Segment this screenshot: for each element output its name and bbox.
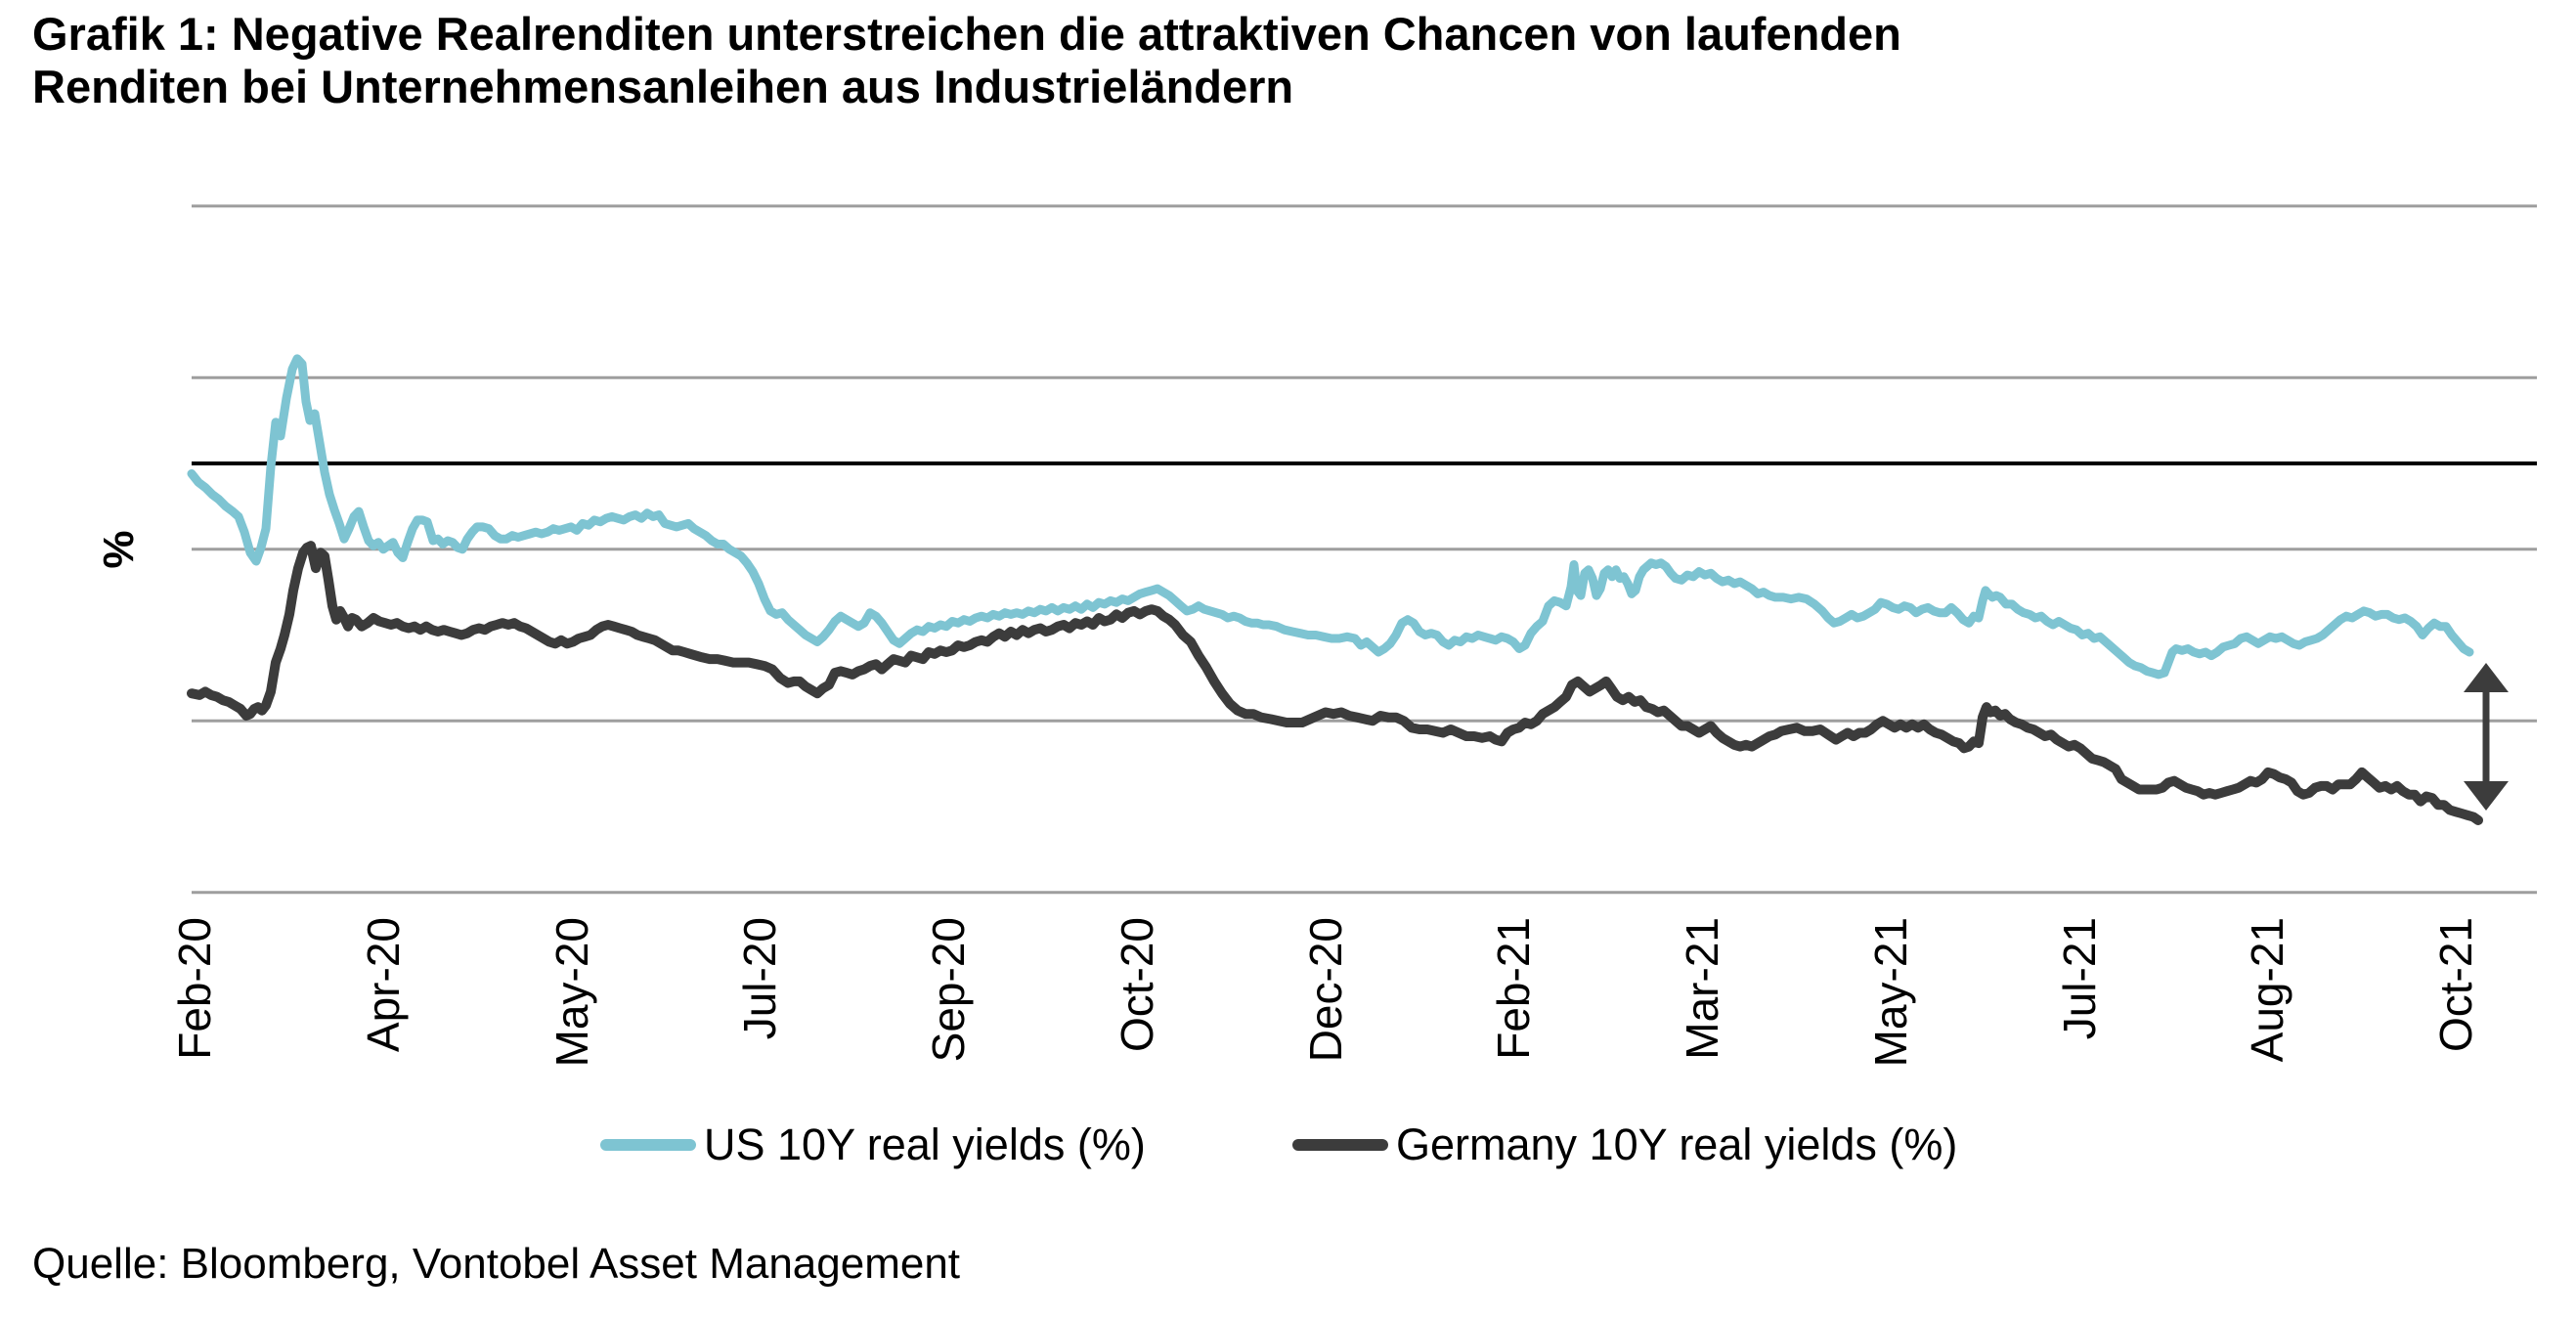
x-tick-label: May-21 <box>1864 917 1916 1068</box>
x-tick-label: Apr-20 <box>357 917 409 1053</box>
x-tick-label: Mar-21 <box>1677 917 1727 1060</box>
us-line-swatch-icon <box>600 1139 696 1151</box>
x-tick-label: Jul-21 <box>2053 917 2105 1040</box>
germany-series-line <box>187 541 2483 825</box>
x-tick-label: Feb-20 <box>169 917 220 1060</box>
x-tick-label: Oct-20 <box>1111 917 1162 1053</box>
legend-item-germany: Germany 10Y real yields (%) <box>1292 1118 1957 1172</box>
source-attribution: Quelle: Bloomberg, Vontobel Asset Manage… <box>32 1240 961 1288</box>
x-tick-label: Oct-21 <box>2430 917 2481 1053</box>
yield-gap-arrow-icon <box>2464 663 2509 811</box>
chart-title-line-1: Grafik 1: Negative Realrenditen unterstr… <box>32 8 1901 60</box>
us-series-line <box>187 354 2474 680</box>
legend-label-germany: Germany 10Y real yields (%) <box>1396 1119 1958 1169</box>
x-tick-label: Feb-21 <box>1488 917 1540 1060</box>
y-axis-label: % <box>95 530 143 569</box>
germany-line-swatch-icon <box>1292 1139 1388 1151</box>
legend-label-us: US 10Y real yields (%) <box>704 1119 1146 1169</box>
x-tick-label: Sep-20 <box>923 917 974 1063</box>
x-tick-label: Dec-20 <box>1299 917 1351 1063</box>
x-tick-label: Aug-21 <box>2242 917 2293 1063</box>
chart-title-line-2: Renditen bei Unternehmensanleihen aus In… <box>32 61 1294 112</box>
x-tick-label: Jul-20 <box>734 917 786 1040</box>
x-tick-label: May-20 <box>546 917 597 1068</box>
legend-item-us: US 10Y real yields (%) <box>600 1118 1146 1172</box>
